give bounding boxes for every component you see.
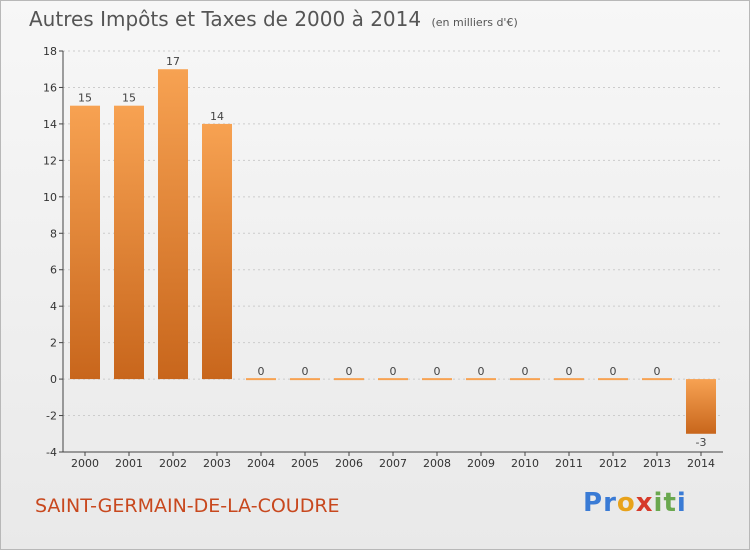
x-tick-label: 2014 [687, 457, 715, 470]
bar [70, 105, 100, 380]
bar [114, 105, 144, 380]
x-tick-label: 2001 [115, 457, 143, 470]
data-label: 0 [522, 365, 529, 378]
x-tick-label: 2008 [423, 457, 451, 470]
data-label: 0 [654, 365, 661, 378]
bar [158, 69, 188, 380]
data-label: 0 [258, 365, 265, 378]
x-tick-label: 2007 [379, 457, 407, 470]
data-label: 0 [390, 365, 397, 378]
y-tick-label: -2 [46, 410, 57, 423]
logo-letter: r [603, 488, 617, 518]
x-tick-label: 2006 [335, 457, 363, 470]
unit-note: (en milliers d'€) [431, 16, 518, 29]
x-tick-label: 2009 [467, 457, 495, 470]
data-label: 0 [478, 365, 485, 378]
logo-letter: x [635, 488, 654, 518]
bar [686, 379, 716, 434]
y-tick-label: 16 [43, 81, 57, 94]
chart-title: Autres Impôts et Taxes de 2000 à 2014 (e… [29, 7, 518, 31]
data-label: 15 [78, 92, 92, 105]
y-tick-label: 10 [43, 191, 57, 204]
logo-letter: i [653, 488, 664, 518]
y-tick-label: 6 [50, 264, 57, 277]
x-tick-label: 2002 [159, 457, 187, 470]
x-tick-label: 2010 [511, 457, 539, 470]
logo-letter: i [676, 488, 687, 518]
x-tick-label: 2012 [599, 457, 627, 470]
x-tick-label: 2005 [291, 457, 319, 470]
y-tick-label: 2 [50, 337, 57, 350]
y-tick-label: 14 [43, 118, 57, 131]
commune-name: SAINT-GERMAIN-DE-LA-COUDRE [35, 495, 340, 517]
x-tick-label: 2011 [555, 457, 583, 470]
data-label: 0 [302, 365, 309, 378]
y-tick-label: 8 [50, 227, 57, 240]
data-label: 15 [122, 92, 136, 105]
y-tick-label: 4 [50, 300, 57, 313]
data-label: 17 [166, 55, 180, 68]
data-label: -3 [696, 436, 707, 449]
y-tick-label: 0 [50, 373, 57, 386]
data-label: 0 [610, 365, 617, 378]
data-label: 0 [434, 365, 441, 378]
data-label: 14 [210, 110, 224, 123]
x-tick-label: 2003 [203, 457, 231, 470]
chart-title-text: Autres Impôts et Taxes de 2000 à 2014 [29, 7, 422, 31]
logo-letter: t [663, 488, 677, 518]
y-tick-label: 12 [43, 154, 57, 167]
data-label: 0 [346, 365, 353, 378]
logo-letter: o [616, 488, 636, 518]
x-tick-label: 2004 [247, 457, 275, 470]
x-tick-label: 2000 [71, 457, 99, 470]
logo-letter: P [583, 488, 604, 518]
x-tick-label: 2013 [643, 457, 671, 470]
data-label: 0 [566, 365, 573, 378]
bar [202, 123, 232, 380]
y-tick-label: 18 [43, 45, 57, 58]
proxiti-logo: Proxiti [583, 488, 687, 518]
y-tick-label: -4 [46, 446, 57, 459]
